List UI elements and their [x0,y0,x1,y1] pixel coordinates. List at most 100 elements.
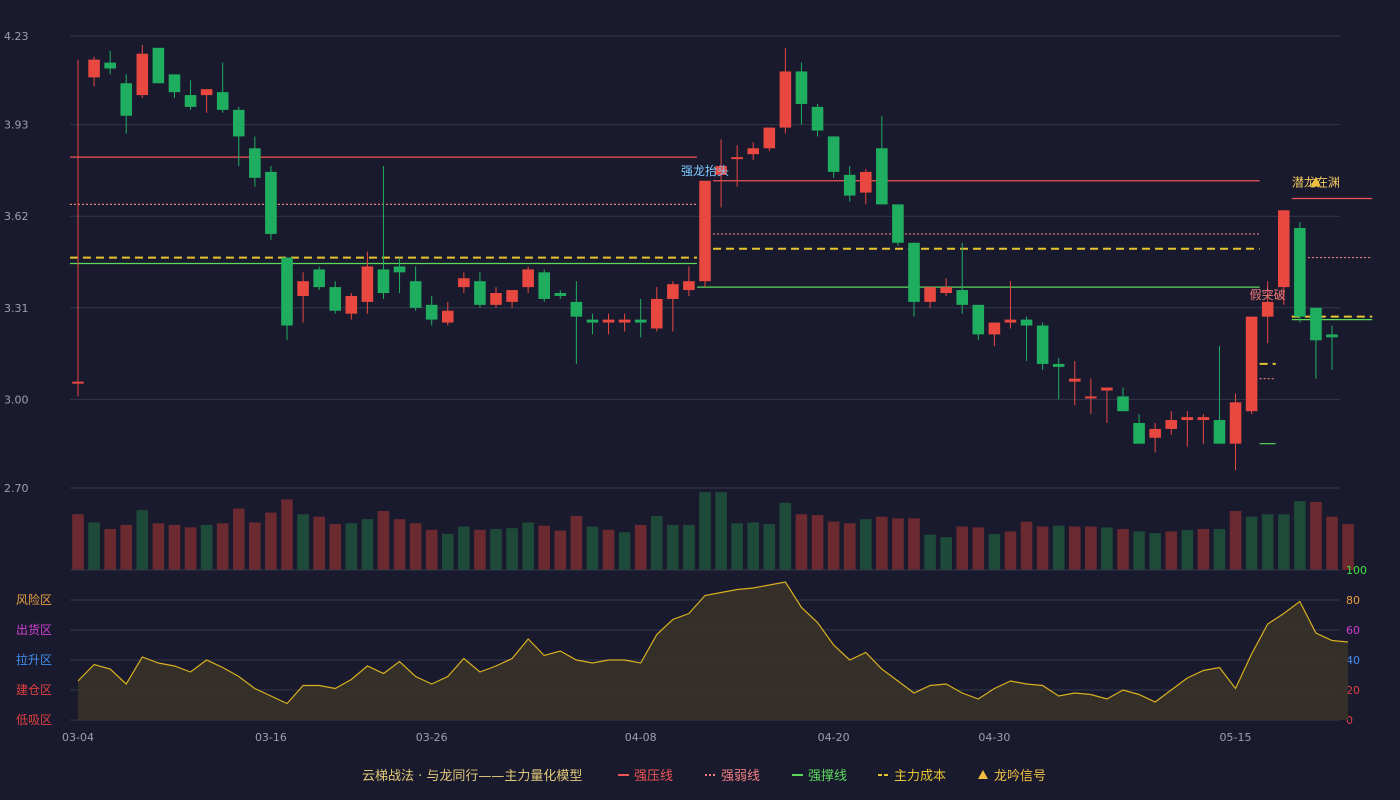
candle-body [184,95,197,107]
legend-item-label: 主力成本 [894,769,946,784]
candle-body [940,287,952,294]
price-tick-label: 3.31 [4,302,29,315]
candle-body [554,293,567,296]
volume-bar [1133,531,1145,570]
volume-bar [699,492,711,570]
volume-bar [297,514,309,570]
indicator-axis: 0 20 40 60 80 100 [1346,564,1367,727]
volume-bar [747,522,760,570]
candle-body [1310,307,1322,341]
volume-bar [667,524,679,570]
price-tick-label: 3.62 [4,210,29,223]
indicator-tick-label: 60 [1346,624,1360,637]
candle-body [827,136,840,172]
legend-item-label: 强撑线 [808,769,847,784]
annotation-label: 假突破 [1250,287,1286,302]
indicator-tick-label: 40 [1346,654,1360,667]
candle-body [1085,396,1097,399]
candle-body [859,171,872,193]
candle-body [329,287,342,311]
candle-body [200,89,213,96]
volume-bar [281,499,293,570]
candle-body [667,284,679,299]
candle-body [474,281,486,305]
candle-body [1101,387,1113,391]
indicator-area [78,582,1349,720]
candle-body [1245,316,1258,412]
volume-bar [393,519,406,570]
volume-bar [409,523,422,570]
candle-body [72,381,84,384]
zone-label: 拉升区 [16,652,52,667]
candle-body [297,281,309,296]
volume-bar [988,533,1001,570]
candle-body [795,71,808,104]
volume-bar [908,518,920,570]
volume-bar [522,522,534,570]
volume-bar [715,492,727,570]
indicator-series-line [77,581,1349,705]
annotation-label: 强龙抬头 [681,164,729,178]
candle-body [650,298,663,329]
zone-label: 风险区 [16,592,52,607]
volume-bar [811,515,824,570]
volume-bar [779,502,792,570]
volume-bar [313,516,325,570]
date-tick-label: 04-08 [625,731,657,744]
volume-bar [1213,529,1226,570]
candle-body [1052,363,1065,367]
candle-body [956,290,969,305]
volume-bar [1085,526,1097,570]
volume-bar [1261,514,1274,570]
volume-bar [1004,531,1017,570]
candle-body [618,319,631,323]
volume-bar [1181,529,1194,570]
volume-bar [650,515,663,570]
candle-body [313,269,325,288]
volume-bar [88,522,100,570]
indicator-line [77,581,1349,720]
volume-bar [232,508,245,570]
date-tick-label: 04-30 [978,731,1010,744]
zone-label: 低吸区 [16,713,52,727]
candle-body [409,281,422,308]
candle-body [249,148,261,178]
volume-bar [1101,527,1113,570]
volume-bar [1068,526,1081,570]
candle-body [634,319,647,323]
candle-body [216,92,229,110]
volume-bar [72,514,84,570]
candle-body [683,281,695,291]
candle-body [490,293,502,305]
candle-body [811,106,824,131]
date-tick-label: 03-04 [62,731,94,744]
legend-item-label: 强弱线 [721,769,760,784]
volume-bar [538,525,551,570]
date-tick-label: 03-26 [416,731,448,744]
candle-body [731,157,743,160]
candle-body [715,165,727,175]
volume-bar [1294,501,1306,570]
volume-bar [1245,516,1258,570]
volume-bar [490,529,502,570]
indicator-tick-label: 80 [1346,594,1360,607]
volume-bar [1117,529,1129,570]
volume-bar [425,529,438,570]
candle-body [425,304,438,320]
volume-bar [458,526,470,570]
candle-body [168,74,181,93]
candle-body [972,304,985,335]
candle-body [892,204,904,243]
date-tick-label: 05-15 [1220,731,1252,744]
candle-body [1068,378,1081,382]
volume-bar [554,530,567,570]
volume-bar [120,524,133,570]
dragon-signal-triangle [1310,176,1321,187]
candle-body [377,269,390,294]
candle-body [136,53,149,96]
candle-body [908,242,920,302]
candle-body [779,71,792,128]
zone-label: 出货区 [16,622,52,637]
volume-bar [104,529,116,570]
volume-bar [345,523,358,570]
